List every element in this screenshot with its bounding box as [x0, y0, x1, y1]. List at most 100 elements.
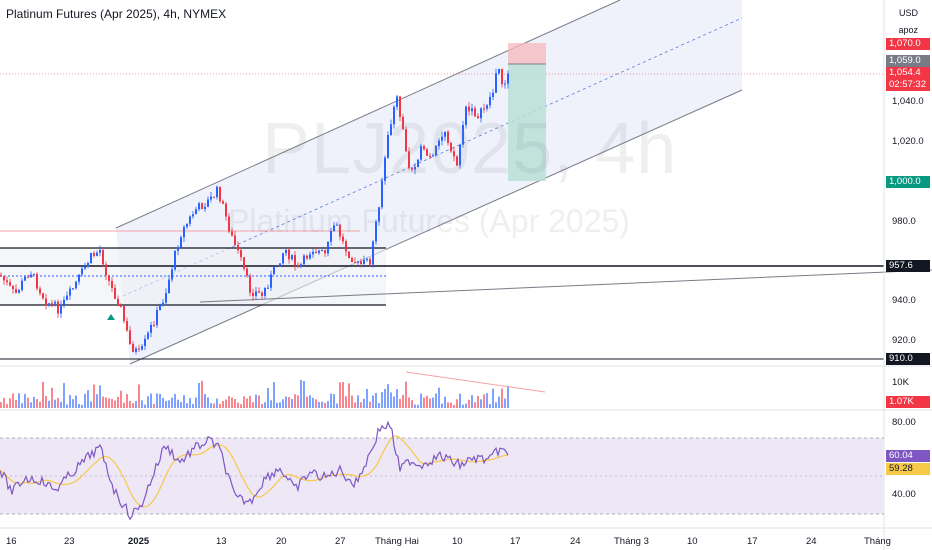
watermark-name: Platinum Futures (Apr 2025) [228, 203, 630, 239]
candle-body [414, 166, 416, 170]
candle-body [309, 254, 311, 259]
candle-body [219, 186, 221, 202]
candle-body [21, 280, 23, 291]
volume-bar [75, 395, 77, 408]
target-zone[interactable] [508, 64, 546, 181]
candle-body [294, 254, 296, 266]
volume-bar [51, 387, 53, 408]
countdown-tag: 02:57:32 [886, 79, 930, 91]
unit-label[interactable]: apoz [898, 25, 918, 35]
volume-bar [198, 382, 200, 408]
candle-body [18, 290, 20, 293]
candle-body [198, 203, 200, 210]
candle-body [177, 247, 179, 251]
watermark-symbol: PLJ2025, 4h [262, 109, 678, 189]
candle-body [336, 224, 338, 226]
candle-body [303, 255, 305, 265]
time-label-2025: 2025 [128, 536, 150, 547]
candlestick-series[interactable] [0, 68, 509, 355]
candle-body [453, 151, 455, 157]
volume-bar [504, 398, 506, 408]
candle-body [225, 203, 227, 217]
channel-lower-line[interactable] [129, 89, 743, 365]
candle-body [474, 108, 476, 117]
buy-signal-marker[interactable] [107, 314, 115, 320]
volume-bar [390, 392, 392, 408]
candle-body [108, 275, 110, 281]
time-label-24: 24 [570, 536, 581, 547]
volume-bar [126, 394, 128, 408]
candle-body [384, 157, 386, 181]
stop-zone[interactable] [508, 43, 546, 64]
candle-body [87, 262, 89, 267]
time-label-february: Tháng Hai [375, 536, 419, 547]
candle-body [417, 159, 419, 167]
candle-body [441, 136, 443, 141]
volume-bar [495, 402, 497, 408]
candle-body [279, 263, 281, 267]
volume-bar [180, 402, 182, 408]
volume-bar [249, 395, 251, 408]
candle-body [339, 224, 341, 237]
candle-body [282, 253, 284, 264]
volume-bar [498, 396, 500, 408]
volume-histogram[interactable] [0, 379, 509, 408]
volume-bar [333, 394, 335, 408]
candle-body [369, 258, 371, 265]
candle-body [9, 282, 11, 286]
time-label-23: 23 [64, 536, 75, 547]
candle-body [468, 106, 470, 112]
price-label-1040: 1,040.0 [892, 96, 924, 107]
candle-body [216, 186, 218, 198]
volume-bar [6, 404, 8, 408]
volume-bar [351, 395, 353, 408]
candle-body [186, 223, 188, 227]
volume-bar [480, 399, 482, 408]
volume-bar [306, 396, 308, 408]
candle-body [444, 131, 446, 137]
candle-body [402, 116, 404, 130]
volume-bar [288, 397, 290, 408]
candle-body [78, 274, 80, 282]
candle-body [120, 305, 122, 307]
candle-body [27, 276, 29, 278]
currency-label[interactable]: USD [898, 8, 918, 18]
candle-body [327, 241, 329, 254]
channel-upper-line[interactable] [115, 0, 621, 229]
volume-divergence-line[interactable] [405, 371, 546, 393]
candle-body [144, 338, 146, 347]
volume-bar [324, 402, 326, 408]
volume-bar [84, 393, 86, 408]
volume-bar [72, 399, 74, 408]
candle-body [129, 330, 131, 344]
candle-body [333, 225, 335, 231]
candle-body [318, 250, 320, 254]
level-957-tag: 957.6 [886, 260, 930, 272]
volume-bar [303, 381, 305, 408]
volume-bar [33, 396, 35, 408]
candle-body [39, 288, 41, 294]
volume-bar [192, 403, 194, 408]
candle-body [495, 73, 497, 93]
level-910-tag: 910.0 [886, 353, 930, 365]
volume-bar [453, 404, 455, 408]
candle-body [387, 134, 389, 158]
volume-bar [156, 393, 158, 408]
candle-body [99, 249, 101, 253]
candle-body [36, 273, 38, 289]
rsi-ma-line[interactable] [0, 435, 509, 508]
price-label-920: 920.0 [892, 335, 916, 346]
volume-bar [420, 393, 422, 408]
candle-body [330, 230, 332, 242]
candle-body [489, 96, 491, 106]
volume-bar [396, 389, 398, 408]
volume-bar [417, 404, 419, 408]
volume-bar [402, 394, 404, 408]
volume-bar [93, 384, 95, 408]
candle-body [42, 293, 44, 299]
volume-bar [459, 393, 461, 408]
candle-body [312, 251, 314, 255]
rsi-line[interactable] [0, 420, 509, 521]
trend-line[interactable] [199, 269, 932, 303]
